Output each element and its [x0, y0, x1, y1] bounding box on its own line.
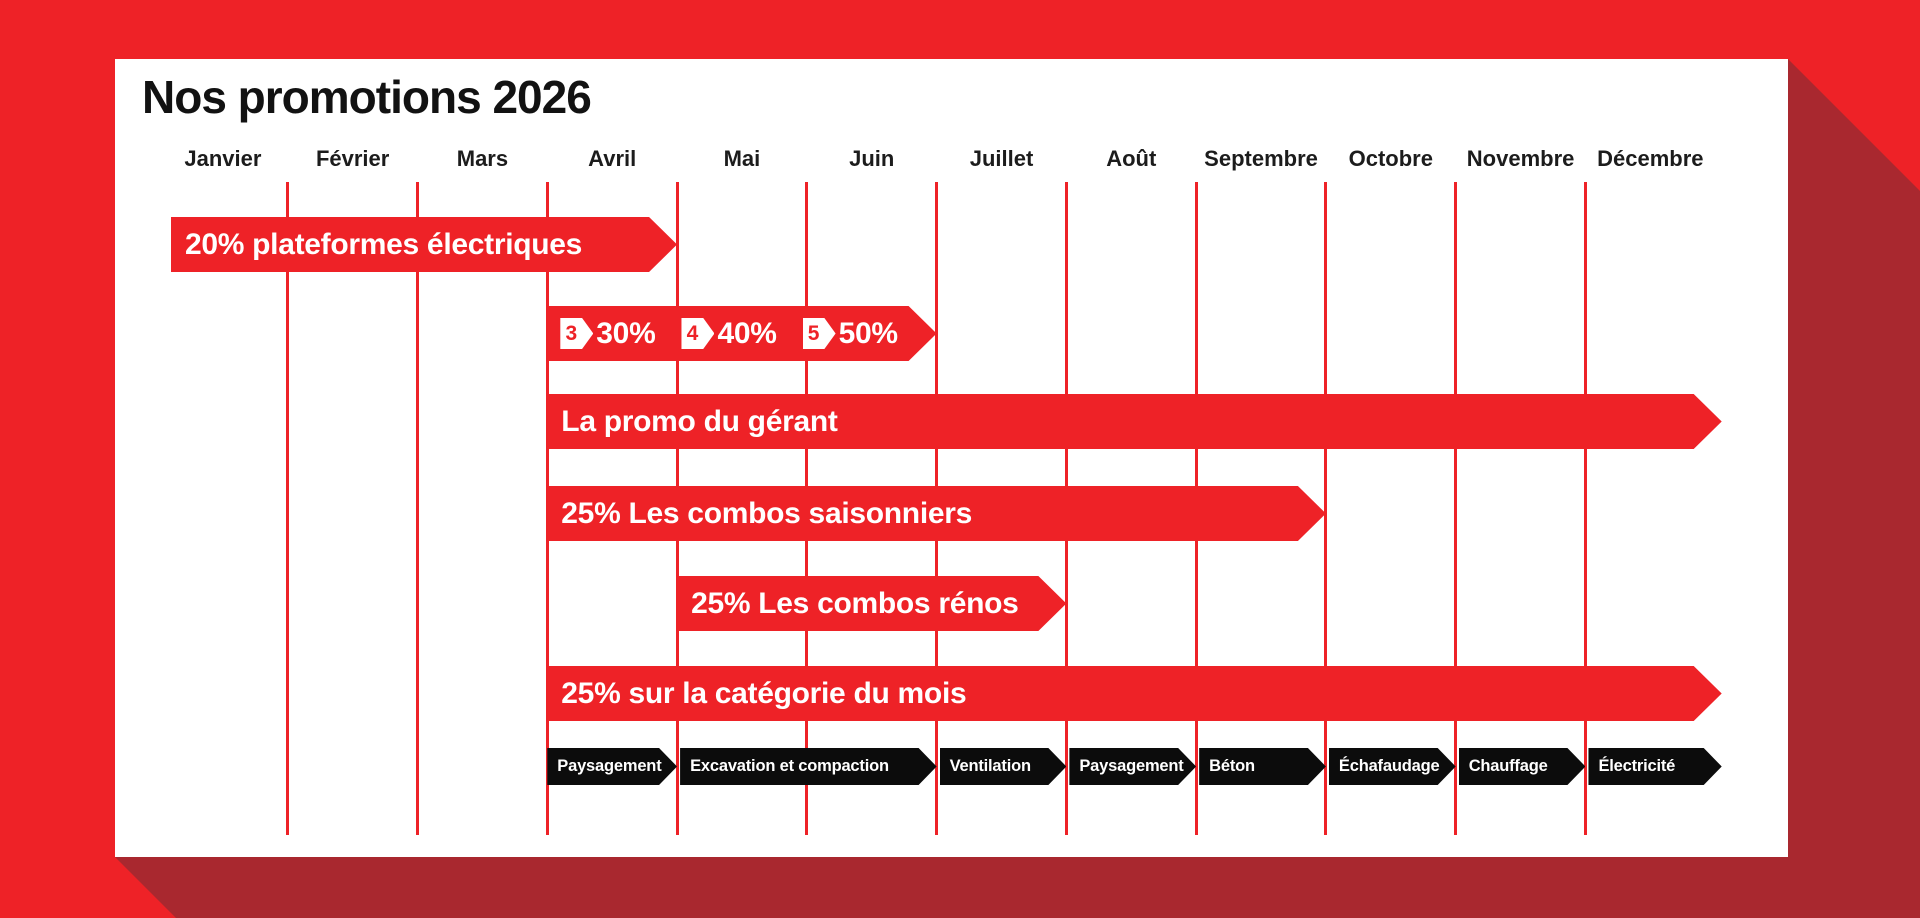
category-arrow-label: Électricité: [1598, 757, 1676, 775]
tier-badge-number: 5: [807, 321, 820, 345]
category-arrow-label: Excavation et compaction: [690, 757, 889, 775]
promo-bar: 25% sur la catégorie du mois: [547, 666, 1721, 721]
category-arrow: Électricité: [1588, 748, 1721, 785]
promo-bar-label: 25% Les combos saisonniers: [561, 496, 973, 530]
promo-bar: 25% Les combos rénos: [677, 576, 1066, 631]
category-arrow: Béton: [1199, 748, 1326, 785]
tier-discount-value: 50%: [838, 316, 898, 350]
month-label: Octobre: [1348, 146, 1433, 171]
category-arrow: Excavation et compaction: [680, 748, 937, 785]
month-label: Avril: [588, 146, 637, 171]
month-gridline: [1324, 182, 1328, 835]
tier-discount-value: 40%: [717, 316, 777, 350]
month-gridline: [416, 182, 420, 835]
category-arrow-label: Ventilation: [949, 757, 1031, 775]
discount-tier: 5 50%: [803, 317, 898, 351]
month-label: Janvier: [184, 146, 262, 171]
category-arrow-label: Paysagement: [1079, 757, 1184, 775]
tier-badge-number: 4: [686, 321, 699, 345]
promo-bar-label: 25% sur la catégorie du mois: [561, 676, 967, 710]
promo-bar-label: 25% Les combos rénos: [691, 586, 1019, 620]
category-arrow: Ventilation: [940, 748, 1067, 785]
discount-tier: 4 40%: [681, 317, 776, 351]
month-label: Mai: [723, 146, 761, 171]
category-arrow-label: Paysagement: [557, 757, 662, 775]
month-gridline: [286, 182, 290, 835]
tier-badge-arrow-icon: 5: [803, 318, 836, 349]
category-arrow: Paysagement: [547, 748, 677, 785]
month-label: Septembre: [1204, 146, 1318, 171]
month-label: Juillet: [969, 146, 1034, 171]
category-arrow-label: Chauffage: [1468, 757, 1548, 775]
category-arrow-label: Échafaudage: [1338, 757, 1440, 775]
promo-bar: 25% Les combos saisonniers: [547, 486, 1326, 541]
month-gridline: [1454, 182, 1458, 835]
month-label: Décembre: [1597, 146, 1704, 171]
month-label: Juin: [849, 146, 895, 171]
category-arrow: Paysagement: [1069, 748, 1196, 785]
tier-badge-arrow-icon: 3: [560, 318, 593, 349]
tier-badge-number: 3: [565, 321, 578, 345]
promo-bar-label: 20% plateformes électriques: [184, 227, 583, 261]
discount-tier: 3 30%: [560, 317, 655, 351]
promo-bar: 3 30% 4 40% 5 50%: [547, 306, 936, 361]
page-title: Nos promotions 2026: [142, 71, 592, 123]
month-label: Mars: [456, 146, 509, 171]
promo-bar: La promo du gérant: [547, 394, 1721, 449]
calendar-card: Nos promotions 2026 Janvier Février Mars Av…: [115, 59, 1788, 857]
tier-discount-value: 30%: [596, 316, 656, 350]
month-label: Février: [315, 146, 390, 171]
month-gridline: [1583, 182, 1587, 835]
promo-bar-label: La promo du gérant: [561, 404, 838, 438]
category-arrow: Échafaudage: [1329, 748, 1456, 785]
month-label: Août: [1106, 146, 1157, 171]
category-arrow-label: Béton: [1209, 757, 1255, 775]
category-arrow: Chauffage: [1459, 748, 1586, 785]
promo-bar: 20% plateformes électriques: [171, 217, 677, 272]
month-label: Novembre: [1466, 146, 1575, 171]
tier-badge-arrow-icon: 4: [681, 318, 714, 349]
